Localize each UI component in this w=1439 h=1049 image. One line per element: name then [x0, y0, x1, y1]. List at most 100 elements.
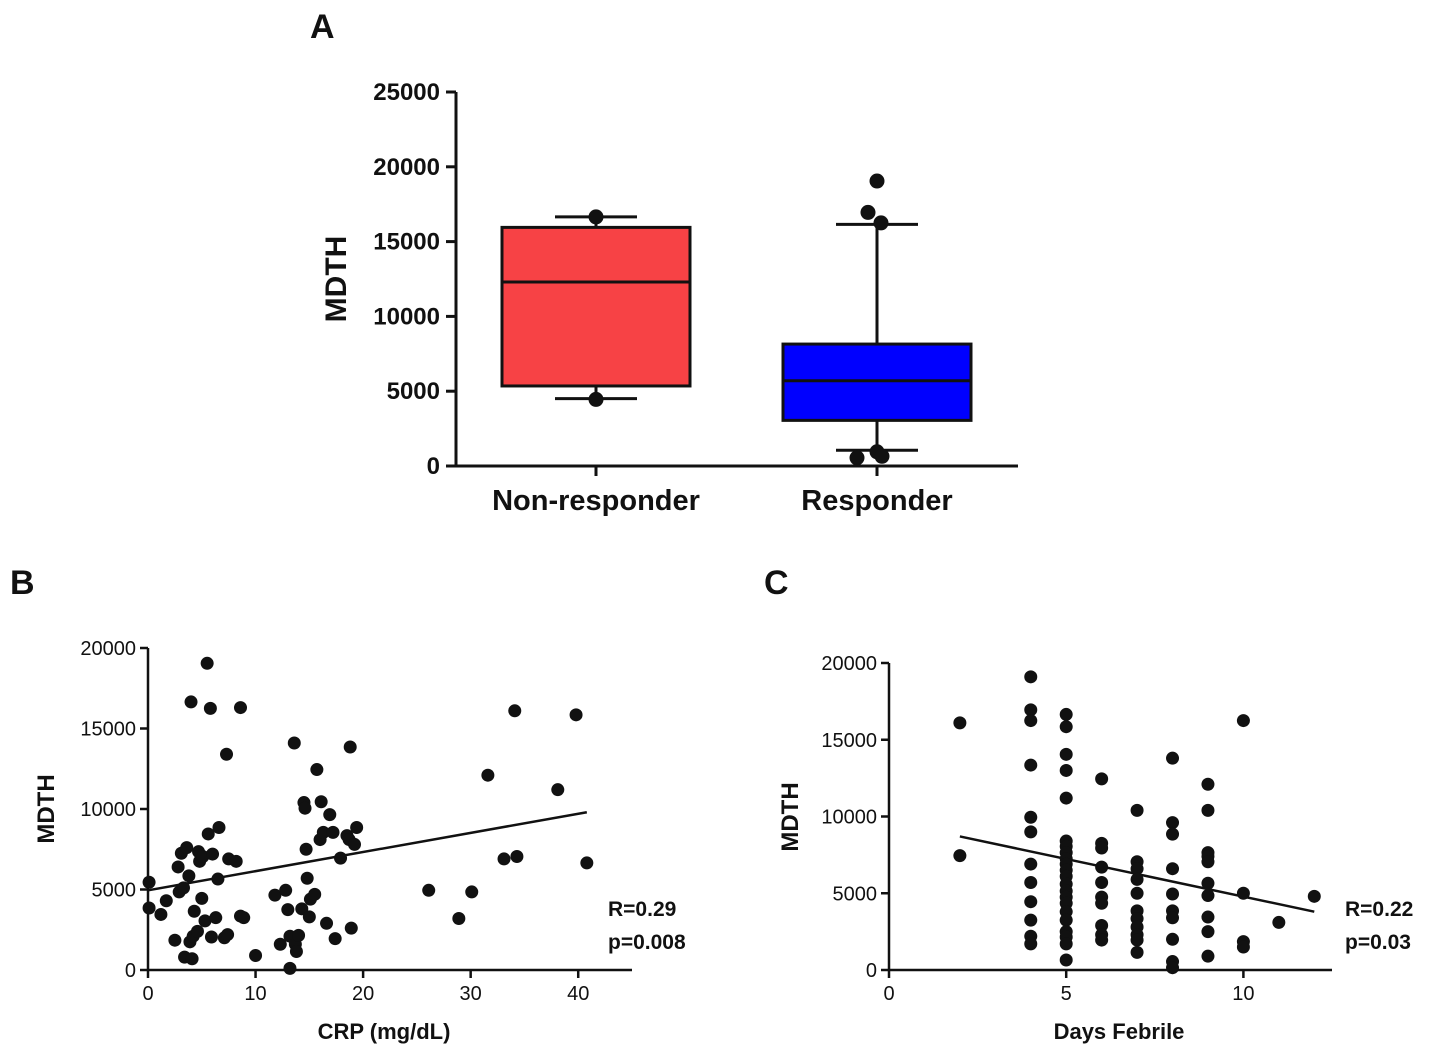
- panel-b-x-tick-label: 20: [352, 983, 374, 1005]
- panel-b-data-point: [510, 849, 524, 863]
- panel-c-data-point: [1095, 896, 1109, 910]
- panel-c-y-tick-label: 15000: [821, 730, 877, 752]
- box-non-responder: [500, 225, 692, 388]
- panel-c-data-point: [1201, 925, 1215, 939]
- panel-c-axes: 0 5000 10000 15000 20000 0 5 10: [821, 653, 1332, 1005]
- panel-b-data-point: [569, 708, 583, 722]
- panel-c-data-point: [1130, 872, 1144, 886]
- panel-c-data-point: [1024, 758, 1038, 772]
- panel-b-data-point: [195, 891, 209, 905]
- panel-c-data-point: [1024, 670, 1038, 684]
- panel-b-data-point: [481, 768, 495, 782]
- panel-c-y-tick-label: 0: [866, 960, 877, 982]
- panel-b-data-point: [343, 740, 357, 754]
- panel-c-data-point: [953, 716, 967, 730]
- panel-a-y-tick-label: 0: [427, 453, 440, 480]
- panel-b-data-point: [237, 911, 251, 925]
- panel-b-data-point: [300, 871, 314, 885]
- panel-c-x-tick-label: 5: [1061, 983, 1072, 1005]
- panel-c-x-axis-label: Days Febrile: [1054, 1019, 1185, 1044]
- panel-c-data-point: [1236, 940, 1250, 954]
- panel-c-data-point: [1166, 751, 1180, 765]
- panel-c-data-point: [1095, 918, 1109, 932]
- outlier-point: [874, 448, 890, 464]
- panel-b-data-point: [289, 944, 303, 958]
- panel-c-data-point: [1236, 714, 1250, 728]
- panel-b-data-point: [180, 841, 194, 855]
- panel-c-data-point: [1059, 763, 1073, 777]
- panel-c-scatter-plot: C MDTH Days Febrile R=0.22 p=0.03 0 5000 1…: [764, 564, 1413, 1044]
- panel-b-r-value: R=0.29: [608, 898, 676, 921]
- panel-b-data-point: [292, 928, 306, 942]
- panel-c-x-tick-label: 0: [883, 983, 894, 1005]
- panel-b-data-point: [452, 911, 466, 925]
- panel-b-data-point: [185, 952, 199, 966]
- panel-c-marks: [953, 670, 1321, 975]
- panel-c-y-axis-label: MDTH: [777, 782, 804, 851]
- panel-c-data-point: [1059, 747, 1073, 761]
- panel-b-data-point: [465, 885, 479, 899]
- panel-a-y-tick-label: 20000: [373, 154, 440, 181]
- panel-b-data-point: [212, 821, 226, 835]
- panel-b-data-point: [298, 801, 312, 815]
- panel-b-data-point: [268, 888, 282, 902]
- panel-b-data-point: [302, 910, 316, 924]
- panel-b-data-point: [184, 695, 198, 709]
- panel-b-data-point: [323, 808, 337, 822]
- panel-b-marks: [142, 656, 594, 975]
- panel-c-data-point: [1095, 772, 1109, 786]
- panel-c-data-point: [1166, 887, 1180, 901]
- panel-a-y-tick-label: 5000: [387, 378, 440, 405]
- panel-b-data-point: [233, 701, 247, 715]
- panel-b-data-point: [176, 881, 190, 895]
- outlier-point: [849, 450, 865, 466]
- panel-c-data-point: [1201, 855, 1215, 869]
- panel-b-data-point: [320, 916, 334, 930]
- panel-b-y-tick-label: 15000: [80, 719, 136, 741]
- panel-c-data-point: [1059, 791, 1073, 805]
- panel-b-data-point: [308, 887, 322, 901]
- panel-c-p-value: p=0.03: [1345, 931, 1411, 954]
- panel-a-axes: 0 5000 10000 15000 20000 25000 Non-responder Re…: [373, 79, 1018, 517]
- panel-b-data-point: [204, 930, 218, 944]
- panel-c-data-point: [1130, 886, 1144, 900]
- panel-b-data-point: [206, 847, 220, 861]
- panel-b-data-point: [190, 924, 204, 938]
- panel-b-data-point: [182, 869, 196, 883]
- panel-a-marks: [500, 173, 973, 466]
- panel-c-data-point: [1095, 876, 1109, 890]
- panel-b-data-point: [281, 903, 295, 917]
- panel-b-data-point: [422, 883, 436, 897]
- panel-c-data-point: [1024, 895, 1038, 909]
- panel-c-data-point: [1201, 889, 1215, 903]
- panel-b-y-tick-label: 5000: [92, 880, 137, 902]
- panel-b-x-tick-label: 30: [460, 983, 482, 1005]
- panel-b-data-point: [508, 704, 522, 718]
- panel-b-data-point: [154, 907, 168, 921]
- panel-b-data-point: [220, 747, 234, 761]
- panel-b-data-point: [328, 932, 342, 946]
- panel-b-data-point: [273, 937, 287, 951]
- panel-c-y-tick-label: 20000: [821, 653, 877, 675]
- panel-c-data-point: [1059, 953, 1073, 967]
- panel-b-x-tick-label: 10: [244, 983, 266, 1005]
- panel-b-data-point: [201, 827, 215, 841]
- panel-b-axes: 0 5000 10000 15000 20000 0 10 20 30 40: [80, 638, 632, 1005]
- panel-c-data-point: [1166, 827, 1180, 841]
- panel-b-y-axis-label: MDTH: [33, 774, 60, 843]
- panel-c-data-point: [1201, 876, 1215, 890]
- panel-c-y-tick-label: 10000: [821, 807, 877, 829]
- panel-c-data-point: [1272, 915, 1286, 929]
- panel-b-data-point: [316, 825, 330, 839]
- panel-c-data-point: [1130, 933, 1144, 947]
- panel-b-data-point: [171, 860, 185, 874]
- outlier-point: [869, 173, 885, 189]
- panel-a-category-label: Responder: [801, 485, 952, 517]
- panel-c-letter: C: [764, 564, 789, 602]
- panel-a-y-axis-label: MDTH: [320, 236, 353, 323]
- panel-a-y-tick-label: 25000: [373, 79, 440, 106]
- panel-b-y-tick-label: 20000: [80, 638, 136, 660]
- panel-c-data-point: [1201, 777, 1215, 791]
- panel-b-data-point: [310, 763, 324, 777]
